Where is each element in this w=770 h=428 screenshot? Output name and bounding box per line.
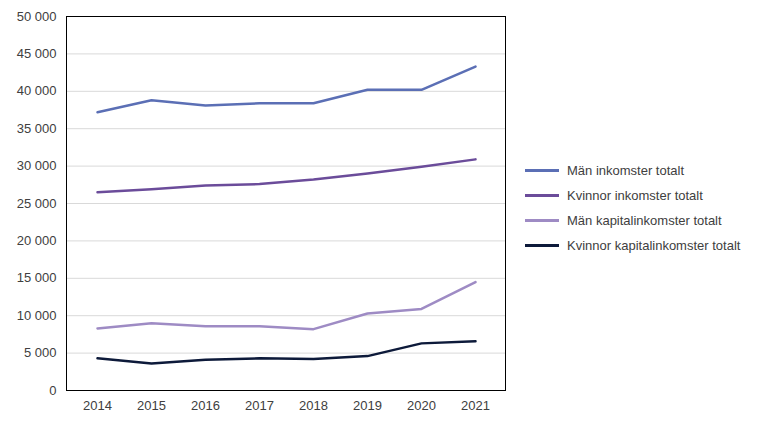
svg-text:20 000: 20 000	[17, 233, 57, 248]
svg-text:50 000: 50 000	[17, 9, 57, 24]
html-text:Kvinnor kapitalinkomster total: Kvinnor kapitalinkomster totalt	[567, 238, 741, 253]
svg-text:2016: 2016	[191, 398, 220, 413]
svg-text:2014: 2014	[83, 398, 112, 413]
svg-text:2021: 2021	[461, 398, 490, 413]
svg-text:2015: 2015	[137, 398, 166, 413]
svg-text:0: 0	[49, 383, 56, 398]
svg-text:35 000: 35 000	[17, 121, 57, 136]
html-text:Kvinnor inkomster totalt: Kvinnor inkomster totalt	[567, 188, 703, 203]
svg-text:10 000: 10 000	[17, 308, 57, 323]
svg-text:5 000: 5 000	[24, 345, 57, 360]
svg-text:2017: 2017	[245, 398, 274, 413]
svg-text:40 000: 40 000	[17, 83, 57, 98]
html-text:Män kapitalinkomster totalt: Män kapitalinkomster totalt	[567, 213, 722, 228]
svg-text:45 000: 45 000	[17, 46, 57, 61]
svg-text:2020: 2020	[407, 398, 436, 413]
svg-text:2018: 2018	[299, 398, 328, 413]
svg-text:30 000: 30 000	[17, 158, 57, 173]
svg-text:2019: 2019	[353, 398, 382, 413]
svg-text:15 000: 15 000	[17, 270, 57, 285]
svg-text:25 000: 25 000	[17, 196, 57, 211]
html-text:Män inkomster totalt: Män inkomster totalt	[567, 163, 684, 178]
